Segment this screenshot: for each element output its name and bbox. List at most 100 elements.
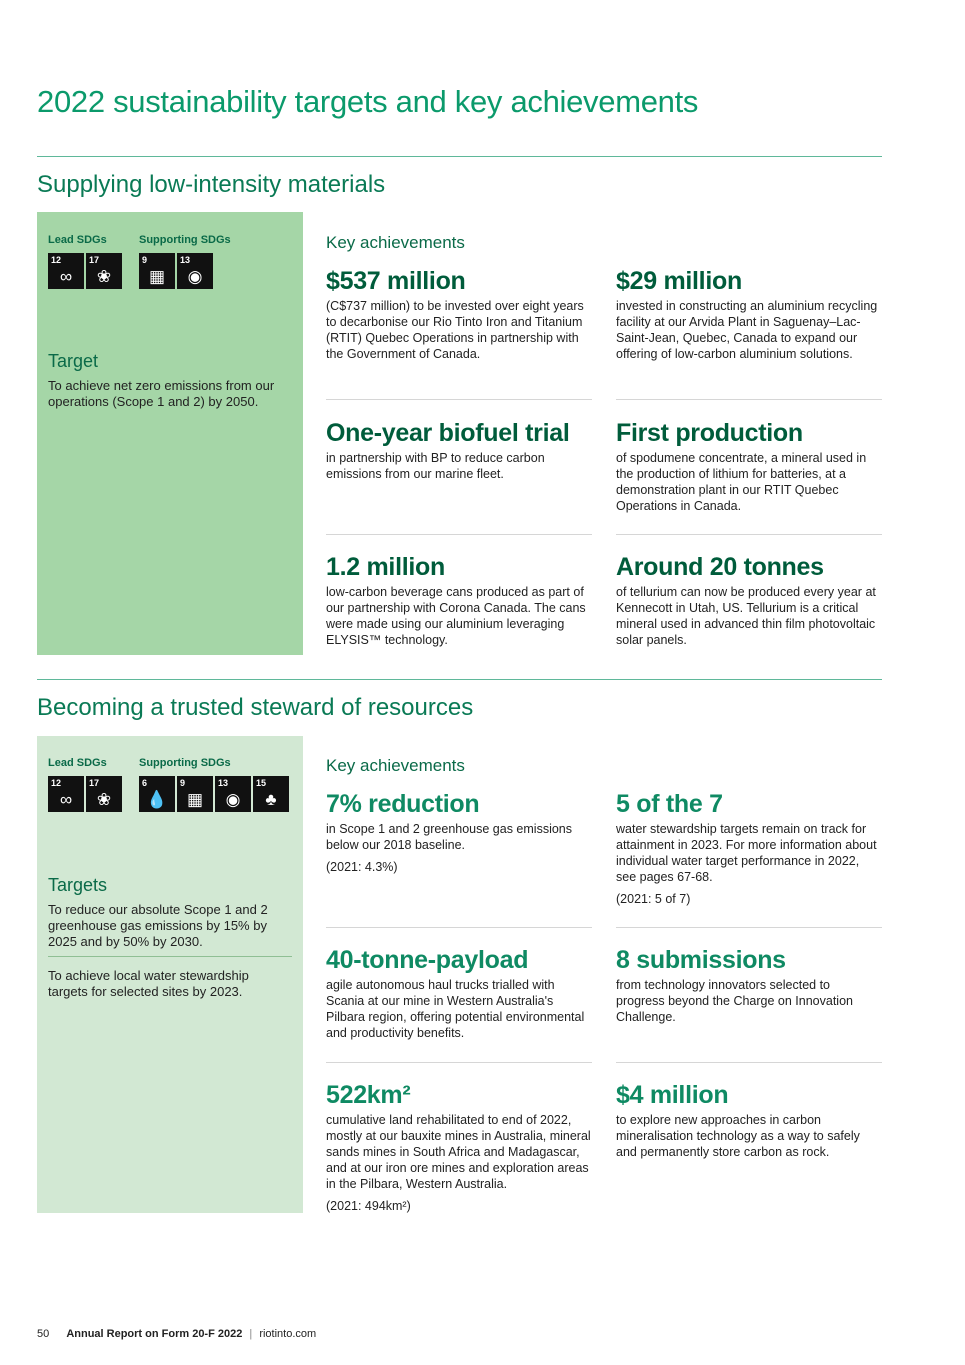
achievement-headline: 8 submissions	[616, 946, 786, 974]
sdg-number: 17	[89, 778, 100, 788]
achievement-text: from technology innovators selected to p…	[616, 978, 853, 1024]
sdg-number: 9	[180, 778, 186, 788]
achievement-text: water stewardship targets remain on trac…	[616, 822, 877, 884]
achievement-item: One-year biofuel trial in partnership wit…	[326, 418, 591, 482]
achievement-headline: $537 million	[326, 267, 466, 295]
achievement-headline: $29 million	[616, 267, 742, 295]
achievement-item: $537 million (C$737 million) to be invest…	[326, 266, 591, 362]
sdg-12-tile: 12 ∞	[48, 776, 84, 812]
sdg-13-tile: 13 ◉	[215, 776, 251, 812]
achievement-text: of tellurium can now be produced every y…	[616, 585, 876, 647]
sdg-number: 6	[142, 778, 148, 788]
sdg-number: 13	[218, 778, 229, 788]
divider	[37, 156, 882, 157]
achievement-item: 1.2 million low-carbon beverage cans prod…	[326, 552, 591, 648]
separator: |	[249, 1328, 253, 1340]
tree-icon: ♣	[265, 790, 277, 809]
achievement-headline: First production	[616, 419, 803, 447]
divider	[616, 927, 882, 928]
sdg-15-tile: 15 ♣	[253, 776, 289, 812]
achievement-item: 7% reduction in Scope 1 and 2 greenhouse …	[326, 789, 591, 875]
achievement-headline: 5 of the 7	[616, 790, 723, 818]
achievement-text: cumulative land rehabilitated to end of …	[326, 1113, 591, 1191]
achievement-text: in partnership with BP to reduce carbon …	[326, 451, 545, 481]
key-achievements-label: Key achievements	[326, 756, 465, 775]
achievement-text: agile autonomous haul trucks trialled wi…	[326, 978, 585, 1040]
supporting-sdgs-label: Supporting SDGs	[139, 234, 231, 246]
prior-year-value: (2021: 5 of 7)	[616, 892, 691, 906]
achievement-headline: 40-tonne-payload	[326, 946, 529, 974]
eye-globe-icon: ◉	[187, 267, 203, 286]
achievement-item: First production of spodumene concentrate…	[616, 418, 881, 514]
achievement-text: to explore new approaches in carbon mine…	[616, 1113, 860, 1159]
divider	[616, 399, 882, 400]
sdg-13-tile: 13 ◉	[177, 253, 213, 289]
divider	[48, 956, 292, 957]
divider	[37, 679, 882, 680]
achievement-headline: $4 million	[616, 1081, 729, 1109]
lead-sdgs-label: Lead SDGs	[48, 757, 107, 769]
achievement-headline: One-year biofuel trial	[326, 419, 570, 447]
eye-globe-icon: ◉	[225, 790, 241, 809]
achievement-item: 8 submissions from technology innovators …	[616, 945, 881, 1025]
lead-sdgs-label: Lead SDGs	[48, 234, 107, 246]
sdg-9-tile: 9 ▦	[177, 776, 213, 812]
sdg-12-tile: 12 ∞	[48, 253, 84, 289]
cubes-icon: ▦	[186, 790, 204, 809]
achievement-item: $4 million to explore new approaches in c…	[616, 1080, 881, 1160]
cubes-icon: ▦	[148, 267, 166, 286]
sdg-17-tile: 17 ❀	[86, 776, 122, 812]
section-heading: Becoming a trusted steward of resources	[37, 694, 474, 721]
sdg-6-tile: 6 💧	[139, 776, 175, 812]
achievement-item: 40-tonne-payload agile autonomous haul tr…	[326, 945, 591, 1041]
target-text: To achieve net zero emissions from our o…	[48, 378, 275, 409]
sdg-icons: 6 💧 9 ▦ 13 ◉ 15 ♣	[139, 776, 289, 812]
sdg-number: 13	[180, 255, 191, 265]
targets-panel: Lead SDGs Supporting SDGs 12 ∞ 17 ❀ 6 💧 9 ▦ 13 ◉…	[37, 736, 303, 1213]
divider	[326, 1062, 592, 1063]
prior-year-value: (2021: 4.3%)	[326, 860, 398, 874]
water-drop-icon: 💧	[146, 790, 168, 809]
sdg-icons: 9 ▦ 13 ◉	[139, 253, 213, 289]
sdg-icons: 12 ∞ 17 ❀	[48, 253, 122, 289]
target-heading: Target	[48, 351, 99, 371]
divider	[326, 399, 592, 400]
section-heading: Supplying low-intensity materials	[37, 171, 386, 198]
page-title: 2022 sustainability targets and key achi…	[37, 84, 699, 119]
infinity-icon: ∞	[59, 267, 73, 286]
achievement-headline: 7% reduction	[326, 790, 480, 818]
divider	[326, 927, 592, 928]
achievement-item: $29 million invested in constructing an a…	[616, 266, 881, 362]
achievement-headline: Around 20 tonnes	[616, 553, 824, 581]
sdg-number: 12	[51, 778, 62, 788]
report-title: Annual Report on Form 20-F 2022	[66, 1328, 243, 1340]
divider	[616, 1062, 882, 1063]
sdg-number: 15	[256, 778, 267, 788]
sdg-9-tile: 9 ▦	[139, 253, 175, 289]
sdg-icons: 12 ∞ 17 ❀	[48, 776, 122, 812]
flower-icon: ❀	[96, 267, 112, 286]
sdg-number: 12	[51, 255, 62, 265]
infinity-icon: ∞	[59, 790, 73, 809]
achievement-item: Around 20 tonnes of tellurium can now be …	[616, 552, 881, 648]
website-link[interactable]: riotinto.com	[259, 1328, 317, 1340]
footer: 50 Annual Report on Form 20-F 2022 | rio…	[37, 1328, 316, 1340]
sdg-number: 9	[142, 255, 148, 265]
achievement-headline: 522km²	[326, 1081, 411, 1109]
achievement-headline: 1.2 million	[326, 553, 445, 581]
achievement-item: 522km² cumulative land rehabilitated to e…	[326, 1080, 591, 1214]
target-text: To achieve local water stewardship targe…	[48, 968, 249, 999]
page-number: 50	[37, 1328, 50, 1340]
supporting-sdgs-label: Supporting SDGs	[139, 757, 231, 769]
sdg-number: 17	[89, 255, 100, 265]
achievement-item: 5 of the 7 water stewardship targets rema…	[616, 789, 881, 907]
prior-year-value: (2021: 494km²)	[326, 1199, 411, 1213]
achievement-text: (C$737 million) to be invested over eigh…	[326, 299, 584, 361]
achievement-text: low-carbon beverage cans produced as par…	[326, 585, 586, 647]
achievement-text: of spodumene concentrate, a mineral used…	[616, 451, 867, 513]
sdg-17-tile: 17 ❀	[86, 253, 122, 289]
targets-panel: Lead SDGs Supporting SDGs 12 ∞ 17 ❀ 9 ▦ 13 ◉ T…	[37, 212, 303, 655]
achievement-text: invested in constructing an aluminium re…	[616, 299, 878, 361]
flower-icon: ❀	[96, 790, 112, 809]
targets-heading: Targets	[48, 875, 108, 895]
